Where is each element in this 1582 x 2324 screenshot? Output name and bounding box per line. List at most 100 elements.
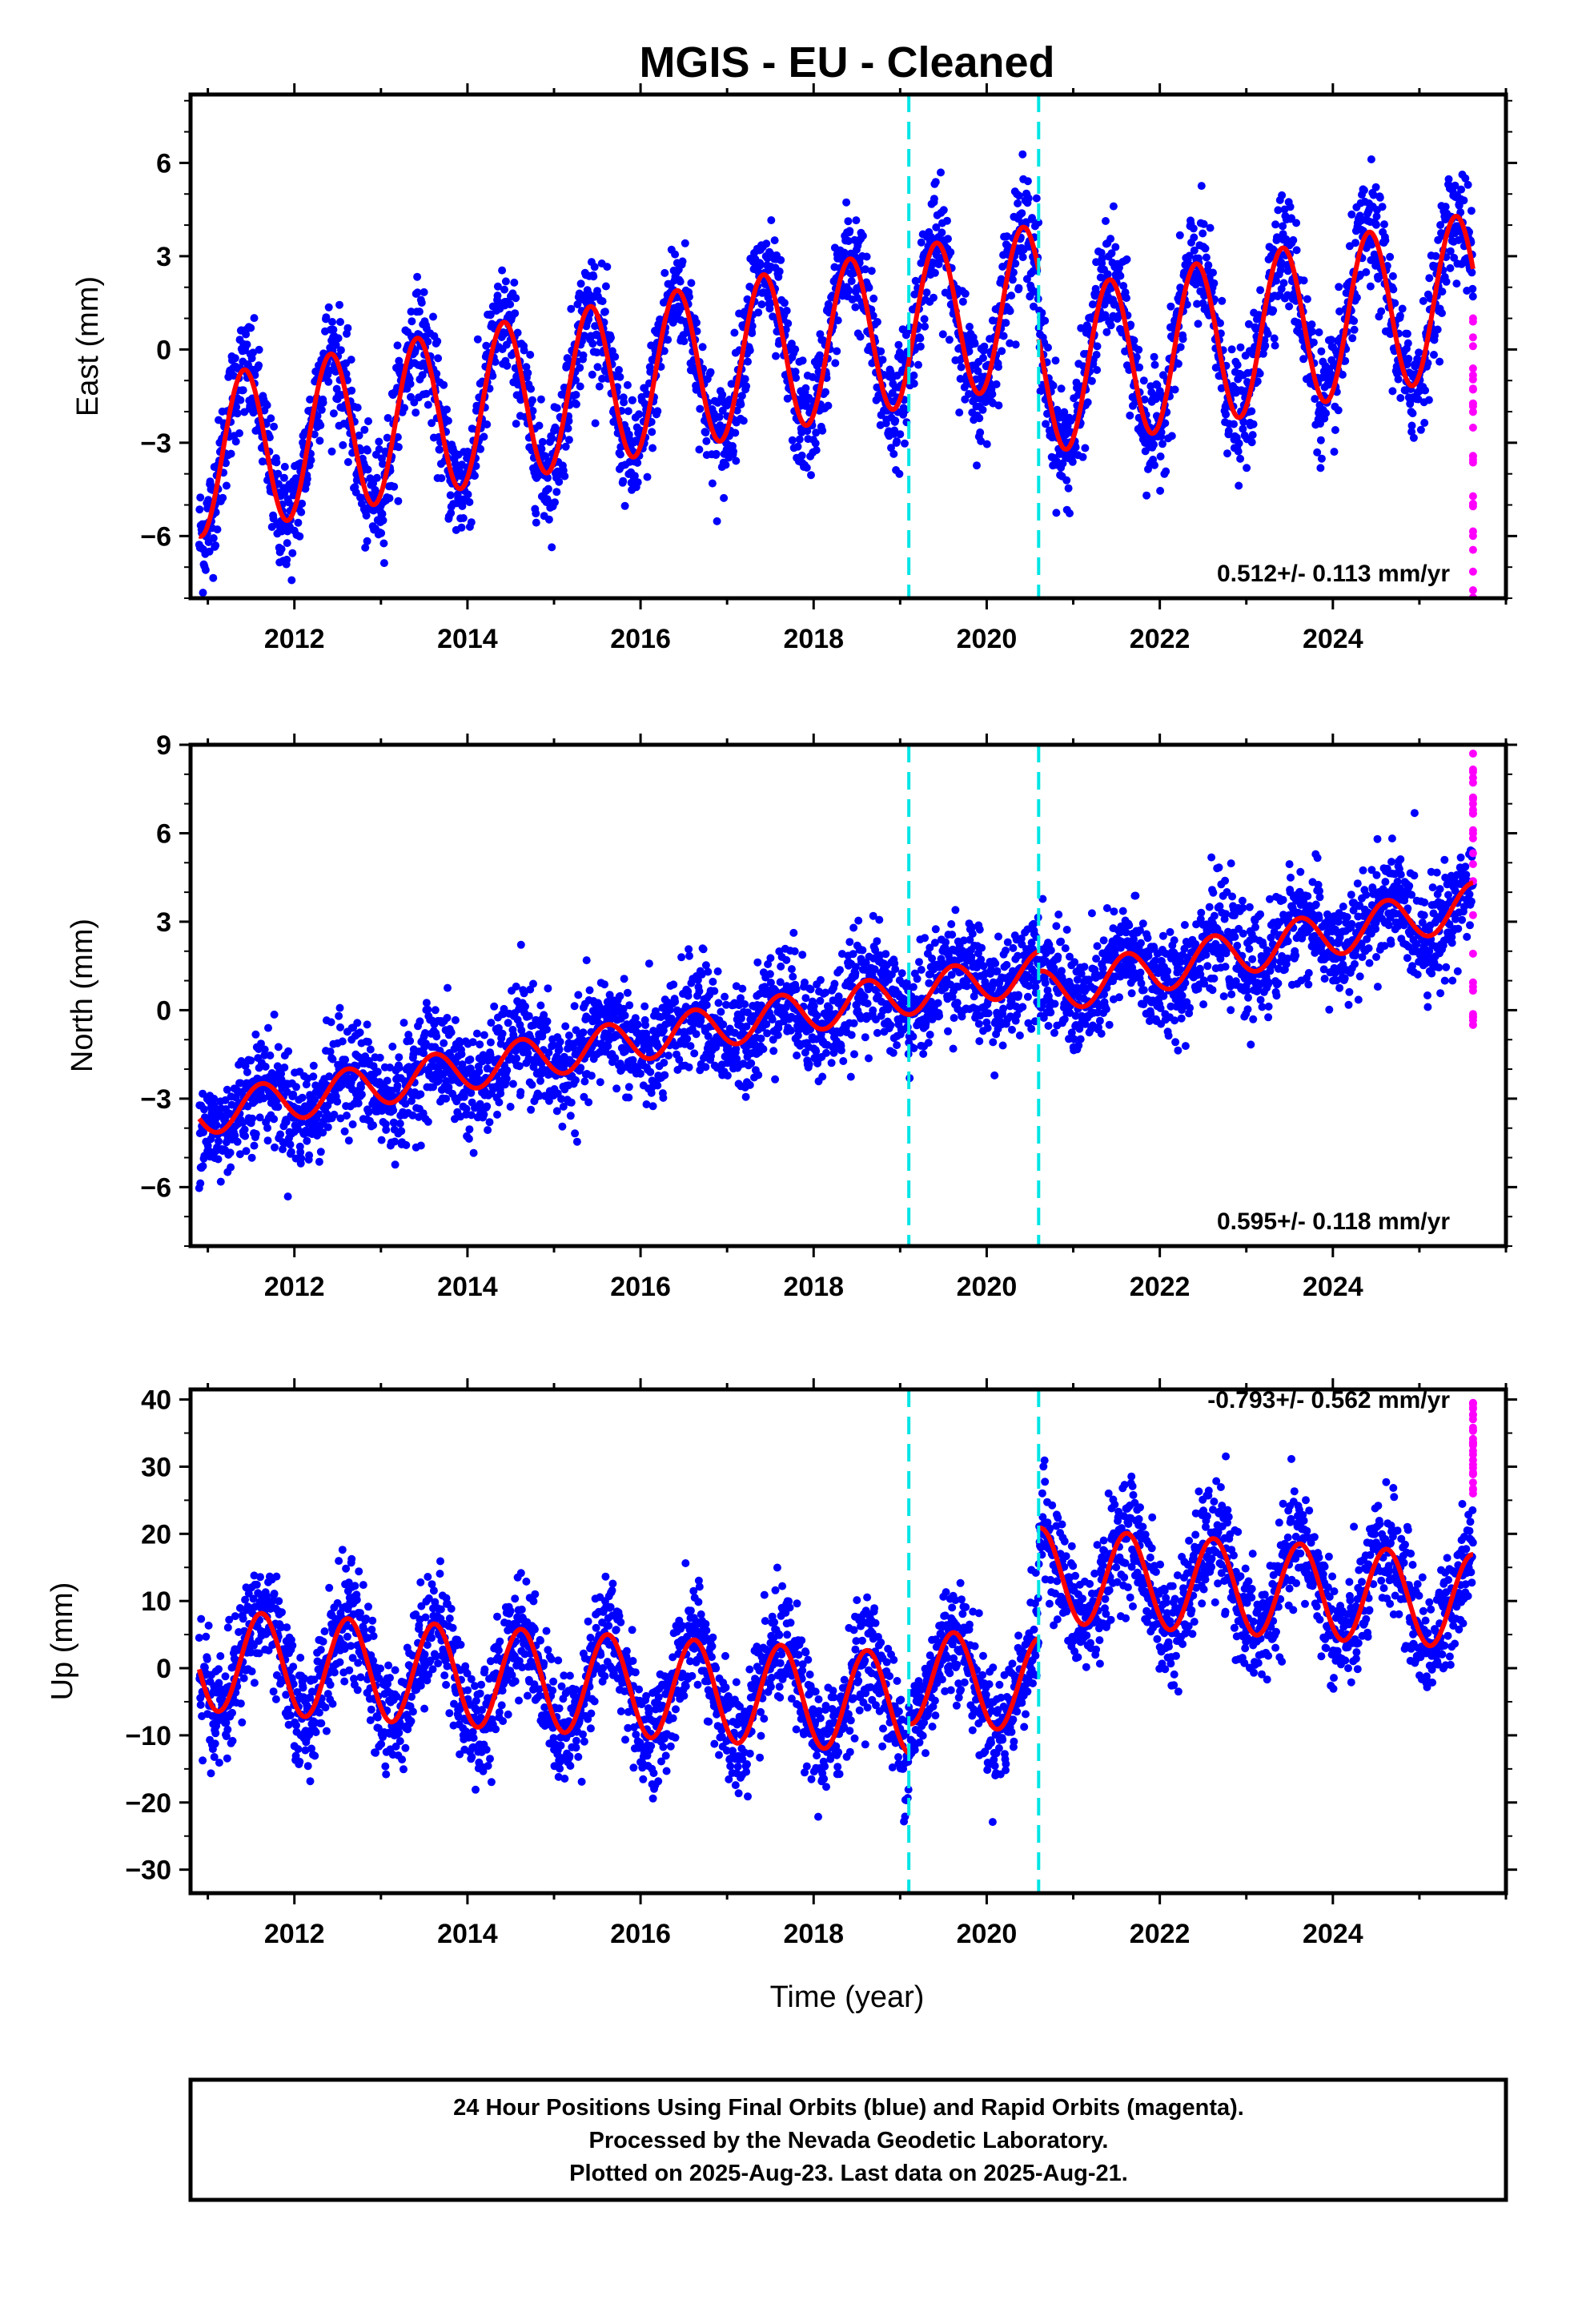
final-orbit-point xyxy=(582,956,591,965)
final-orbit-point xyxy=(767,216,776,224)
rapid-orbit-point xyxy=(1468,492,1477,501)
y-tick-label: −3 xyxy=(140,428,171,459)
final-orbit-point xyxy=(1330,448,1339,456)
figure-title: MGIS - EU - Cleaned xyxy=(639,38,1054,86)
final-orbit-point xyxy=(831,359,840,368)
final-orbit-point xyxy=(408,1096,416,1105)
final-orbit-point xyxy=(916,342,925,351)
final-orbit-point xyxy=(261,1063,270,1071)
final-orbit-point xyxy=(994,401,1003,410)
final-orbit-point xyxy=(897,352,906,361)
final-orbit-point xyxy=(1134,345,1143,354)
final-orbit-point xyxy=(1197,182,1206,191)
final-orbit-point xyxy=(440,380,448,389)
final-orbit-point xyxy=(343,324,352,332)
final-orbit-point xyxy=(733,406,741,415)
final-orbit-point xyxy=(793,442,802,451)
final-orbit-point xyxy=(541,452,550,460)
final-orbit-point xyxy=(710,987,719,995)
final-orbit-point xyxy=(544,515,553,524)
final-orbit-point xyxy=(753,958,762,967)
final-orbit-point xyxy=(363,1020,371,1029)
final-orbit-point xyxy=(515,1005,523,1014)
final-orbit-point xyxy=(363,446,371,455)
final-orbit-point xyxy=(532,518,540,527)
final-orbit-point xyxy=(1093,366,1102,374)
final-orbit-point xyxy=(460,1092,468,1101)
final-orbit-point xyxy=(791,345,800,354)
final-orbit-point xyxy=(330,1110,339,1119)
final-orbit-point xyxy=(1375,193,1384,202)
final-orbit-point xyxy=(257,1039,265,1048)
final-orbit-point xyxy=(335,1011,343,1020)
final-orbit-point xyxy=(687,279,696,287)
final-orbit-point xyxy=(1024,194,1033,203)
final-orbit-point xyxy=(1224,427,1233,435)
final-orbit-point xyxy=(867,267,876,275)
final-orbit-point xyxy=(213,525,222,534)
final-orbit-point xyxy=(1457,185,1466,194)
final-orbit-point xyxy=(1150,360,1159,369)
final-orbit-point xyxy=(393,432,402,441)
final-orbit-point xyxy=(319,398,327,407)
final-orbit-point xyxy=(579,351,588,360)
final-orbit-point xyxy=(413,288,422,297)
final-orbit-point xyxy=(341,1055,350,1064)
final-orbit-point xyxy=(558,1122,567,1131)
final-orbit-point xyxy=(1150,440,1158,449)
final-orbit-point xyxy=(741,1092,750,1101)
final-orbit-point xyxy=(956,375,965,383)
final-orbit-point xyxy=(357,1083,365,1092)
final-orbit-point xyxy=(1041,316,1050,325)
final-orbit-point xyxy=(227,449,235,458)
final-orbit-point xyxy=(589,272,598,281)
final-orbit-point xyxy=(975,414,984,423)
final-orbit-point xyxy=(1348,334,1357,343)
final-orbit-point xyxy=(336,1114,345,1123)
final-orbit-point xyxy=(422,389,431,398)
final-orbit-point xyxy=(544,473,552,482)
final-orbit-point xyxy=(1269,306,1278,315)
final-orbit-point xyxy=(641,1021,650,1029)
final-orbit-point xyxy=(1388,271,1397,280)
final-orbit-point xyxy=(1161,419,1170,428)
final-orbit-point xyxy=(1256,286,1265,295)
final-orbit-point xyxy=(236,396,245,404)
final-orbit-point xyxy=(1292,246,1301,255)
final-orbit-point xyxy=(1084,324,1093,333)
final-orbit-point xyxy=(1204,261,1213,270)
final-orbit-point xyxy=(1433,325,1442,334)
final-orbit-point xyxy=(1350,316,1359,325)
final-orbit-point xyxy=(1351,239,1359,247)
final-orbit-point xyxy=(280,489,289,497)
final-orbit-point xyxy=(957,363,966,372)
final-orbit-point xyxy=(1247,438,1256,447)
final-orbit-point xyxy=(992,380,1001,388)
final-orbit-point xyxy=(567,1098,576,1107)
final-orbit-point xyxy=(508,1080,517,1088)
final-orbit-point xyxy=(283,555,291,564)
final-orbit-point xyxy=(375,1053,384,1062)
final-orbit-point xyxy=(515,1062,524,1071)
final-orbit-point xyxy=(978,405,987,414)
final-orbit-point xyxy=(865,283,873,292)
final-orbit-point xyxy=(520,989,528,998)
final-orbit-point xyxy=(1014,283,1023,292)
final-orbit-point xyxy=(664,336,673,344)
final-orbit-point xyxy=(1311,395,1319,404)
final-orbit-point xyxy=(356,493,364,502)
final-orbit-point xyxy=(482,341,491,350)
final-orbit-point xyxy=(424,400,432,409)
final-orbit-point xyxy=(1102,217,1110,225)
final-orbit-point xyxy=(580,332,588,340)
final-orbit-point xyxy=(1372,220,1380,229)
final-orbit-point xyxy=(1018,150,1027,159)
final-orbit-point xyxy=(754,308,763,317)
final-orbit-point xyxy=(643,472,652,481)
final-orbit-point xyxy=(1201,244,1210,253)
final-orbit-point xyxy=(442,1094,451,1103)
final-orbit-point xyxy=(375,437,383,446)
rapid-orbit-point xyxy=(1468,399,1477,408)
final-orbit-point xyxy=(467,518,476,527)
final-orbit-point xyxy=(1174,360,1182,368)
